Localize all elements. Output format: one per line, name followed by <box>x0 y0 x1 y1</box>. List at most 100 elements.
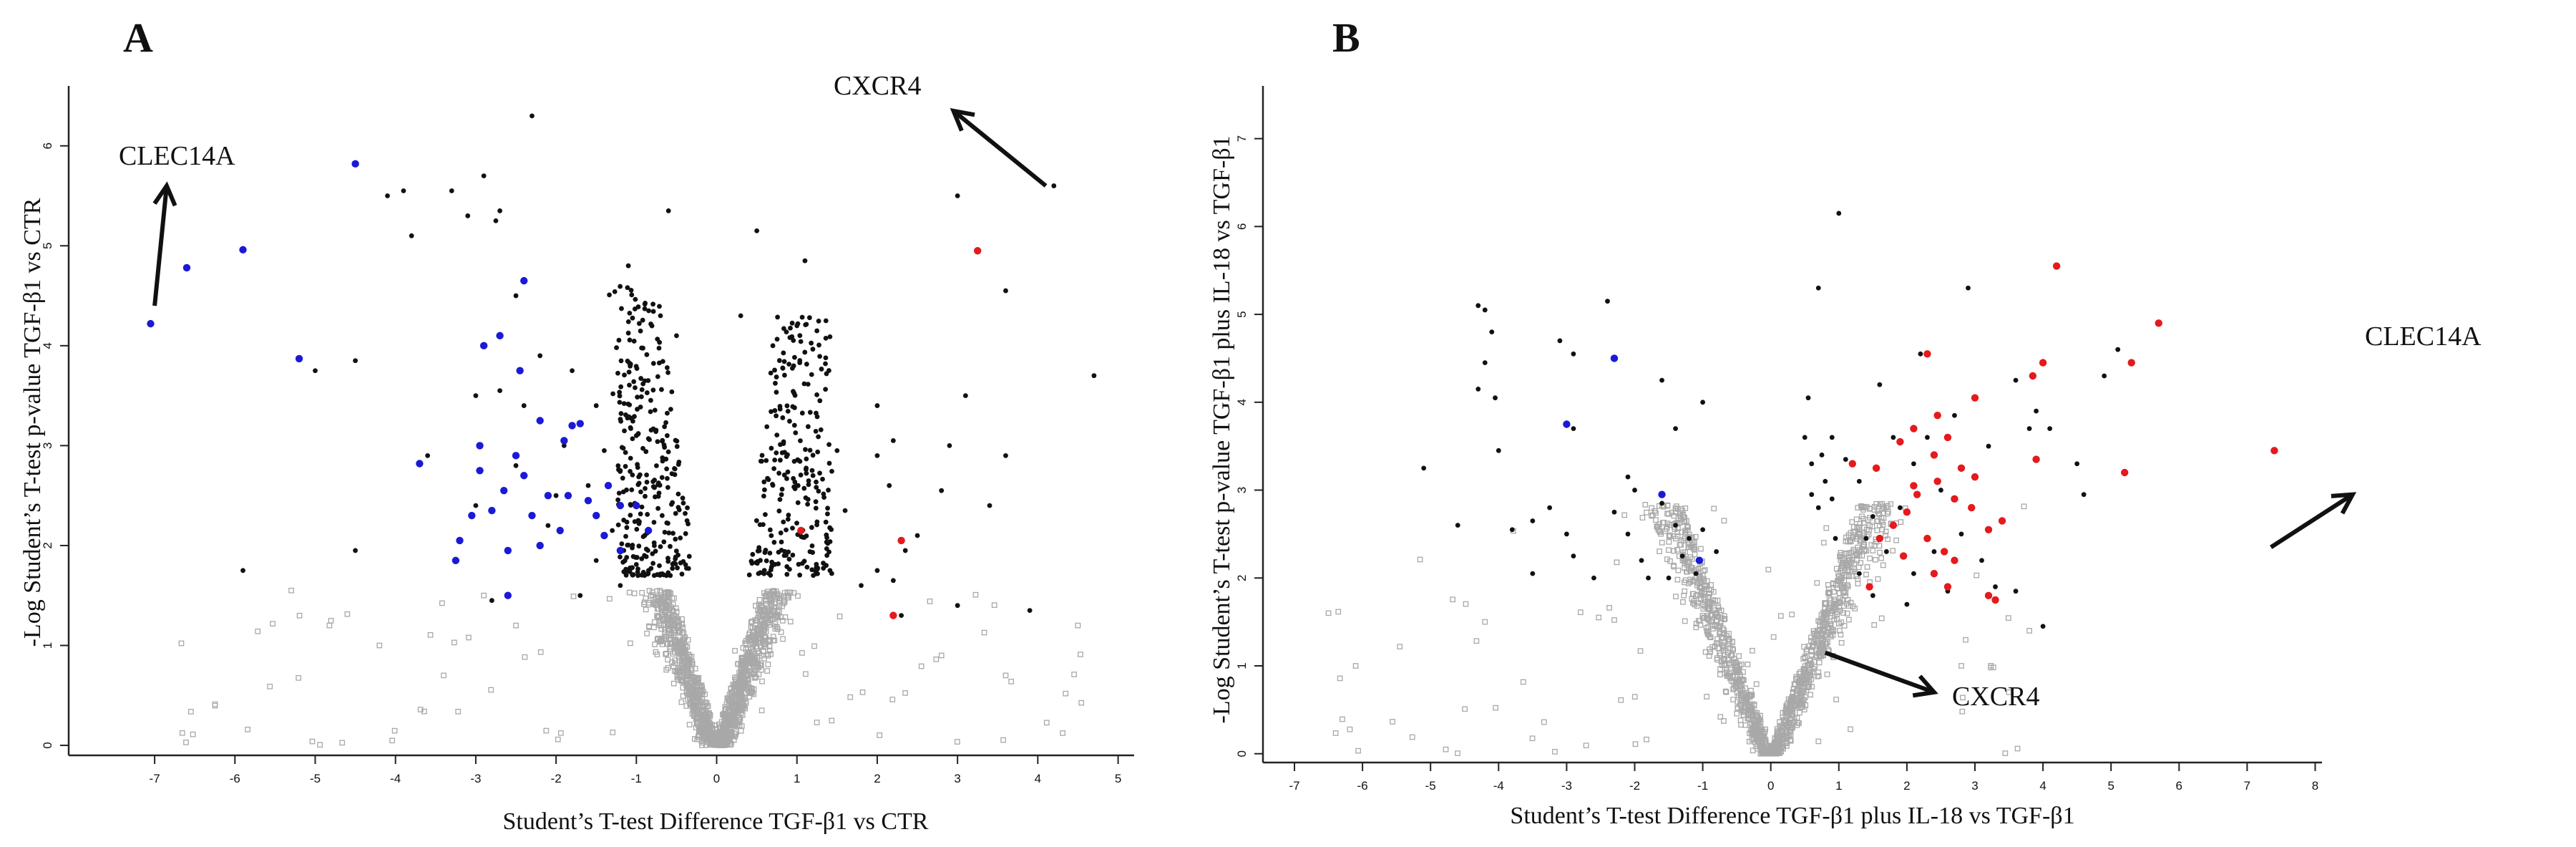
point-down-regulated <box>600 531 608 540</box>
point-significant <box>1687 536 1692 541</box>
point-significant <box>806 478 811 483</box>
x-tick-label: -7 <box>1289 779 1299 793</box>
point-significant <box>489 598 494 604</box>
point-not-significant <box>481 592 487 599</box>
point-not-significant <box>1850 533 1856 540</box>
point-not-significant <box>665 625 672 631</box>
point-not-significant <box>716 721 722 727</box>
point-significant <box>640 345 645 351</box>
point-significant <box>670 531 675 536</box>
point-significant <box>754 228 760 233</box>
point-not-significant <box>1682 514 1687 521</box>
point-not-significant <box>1335 609 1342 615</box>
point-significant <box>638 376 644 381</box>
point-not-significant <box>781 599 788 605</box>
point-not-significant <box>1482 619 1488 625</box>
point-not-significant <box>1714 657 1720 663</box>
point-not-significant <box>1655 527 1662 533</box>
point-significant <box>795 457 801 463</box>
point-not-significant <box>1810 666 1817 672</box>
point-not-significant <box>1824 611 1830 617</box>
point-significant <box>772 458 778 463</box>
point-significant <box>623 572 629 578</box>
point-not-significant <box>1820 646 1826 652</box>
point-not-significant <box>1642 501 1649 508</box>
point-significant <box>1829 435 1835 440</box>
point-not-significant <box>754 615 761 621</box>
point-significant <box>632 414 637 420</box>
point-significant <box>624 519 630 525</box>
point-down-regulated <box>512 452 520 460</box>
point-significant <box>1931 549 1937 554</box>
point-not-significant <box>1752 723 1758 730</box>
point-significant <box>749 561 755 566</box>
point-not-significant <box>748 619 754 626</box>
point-not-significant <box>1677 542 1683 548</box>
point-up-regulated <box>2032 455 2040 463</box>
point-not-significant <box>1845 616 1852 623</box>
point-down-regulated <box>536 417 544 425</box>
point-not-significant <box>770 588 776 594</box>
point-not-significant <box>780 636 786 642</box>
panel-a: A -7 -6 -5 -4 -3 -2 -1 0 1 2 3 4 5 0 1 2 3 4 5 6 Student’s … <box>19 14 1134 835</box>
point-not-significant <box>1721 616 1727 623</box>
point-not-significant <box>1818 616 1825 622</box>
point-not-significant <box>654 652 660 657</box>
point-not-significant <box>699 690 706 697</box>
point-not-significant <box>1846 561 1853 567</box>
point-significant <box>634 555 640 560</box>
panel-b: B -7 -6 -5 -4 -3 -2 -1 0 1 2 3 4 5 6 7 8 0 1 2 3 4 5 6 7 Studen… <box>1209 14 2482 829</box>
point-not-significant <box>1708 611 1714 618</box>
point-significant <box>625 319 631 324</box>
point-up-regulated <box>1865 583 1873 591</box>
point-not-significant <box>1875 510 1882 516</box>
point-significant <box>1819 452 1825 458</box>
point-significant <box>353 358 358 364</box>
point-significant <box>650 361 656 366</box>
point-significant <box>628 513 633 518</box>
y-tick-label: 0 <box>1235 750 1249 757</box>
point-significant <box>643 449 649 455</box>
point-significant <box>914 533 920 538</box>
point-not-significant <box>703 733 709 740</box>
point-not-significant <box>1871 622 1878 628</box>
point-significant <box>620 445 626 451</box>
point-not-significant <box>1649 505 1654 511</box>
point-significant <box>625 285 630 291</box>
point-not-significant <box>1843 590 1849 596</box>
point-significant <box>612 289 618 294</box>
point-not-significant <box>1583 742 1589 749</box>
point-significant <box>662 445 668 450</box>
point-significant <box>617 389 623 395</box>
point-significant <box>1475 303 1481 309</box>
point-not-significant <box>784 594 791 601</box>
x-tick-label: 0 <box>713 772 720 785</box>
point-significant <box>802 349 808 355</box>
point-not-significant <box>749 619 755 624</box>
point-not-significant <box>190 731 196 737</box>
point-not-significant <box>981 629 987 636</box>
point-significant <box>816 434 821 440</box>
x-tick-label: -1 <box>631 772 642 785</box>
point-significant <box>829 571 834 576</box>
point-significant <box>806 482 811 488</box>
point-significant <box>616 337 622 343</box>
point-not-significant <box>1716 641 1722 647</box>
point-significant <box>653 548 658 554</box>
point-not-significant <box>1858 560 1864 566</box>
point-not-significant <box>1787 707 1793 713</box>
point-significant <box>814 485 819 490</box>
point-not-significant <box>1802 654 1808 660</box>
point-significant <box>615 497 621 503</box>
point-significant <box>2115 347 2121 352</box>
point-not-significant <box>1879 505 1885 512</box>
point-significant <box>776 470 782 476</box>
x-tick-label: 2 <box>874 772 880 785</box>
point-significant <box>1530 571 1536 576</box>
point-significant <box>1925 435 1930 440</box>
point-significant <box>874 403 880 408</box>
point-significant <box>653 427 659 433</box>
point-up-regulated <box>2052 262 2061 270</box>
point-up-regulated <box>1910 425 1918 432</box>
point-not-significant <box>733 720 739 727</box>
